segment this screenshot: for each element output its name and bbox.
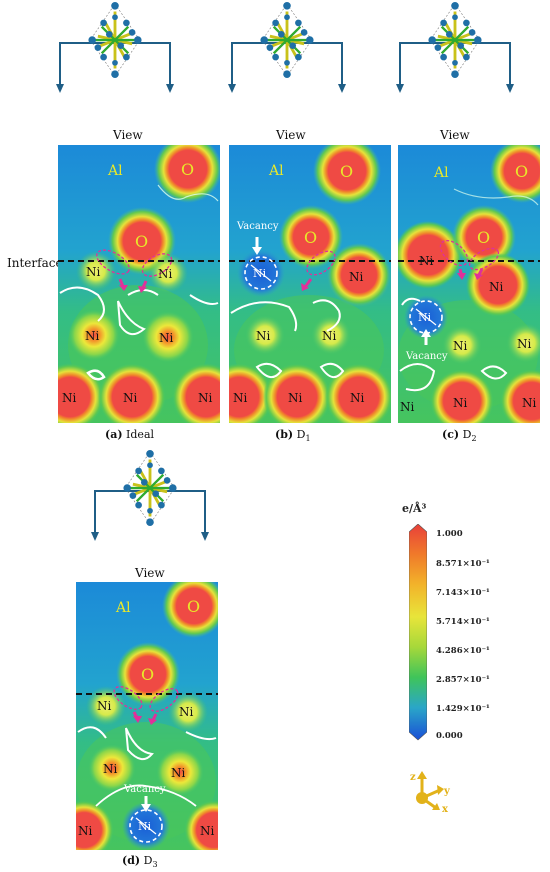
- view-label-b: View: [276, 128, 306, 142]
- label-ni-c-3: Ni: [453, 339, 468, 353]
- colorbar-tick-5: 2.857×10⁻¹: [436, 675, 490, 685]
- label-al-a: Al: [107, 163, 123, 179]
- axis-y-label: y: [443, 786, 451, 797]
- label-ni-c-vac: Ni: [418, 311, 432, 324]
- colorbar-title: e/Å³: [402, 502, 427, 515]
- vacancy-label-b: Vacancy: [236, 221, 279, 232]
- colorbar-tick-1: 8.571×10⁻¹: [436, 559, 490, 569]
- label-ni-b-1: Ni: [349, 270, 364, 284]
- label-o-a-1: O: [181, 160, 194, 179]
- label-al-b: Al: [268, 163, 284, 179]
- label-ni-d-4: Ni: [171, 766, 186, 780]
- density-map-c: Al O O Ni Ni Ni Vacancy Ni Ni Ni Ni Ni: [398, 145, 540, 423]
- caption-b: (b) D1: [275, 428, 311, 444]
- density-map-a: Al O O Ni Ni Ni Ni Ni Ni Ni: [58, 145, 220, 423]
- label-al-d: Al: [115, 600, 131, 616]
- label-o-b-1: O: [340, 162, 353, 181]
- colorbar-tick-4: 4.286×10⁻¹: [436, 646, 490, 656]
- label-ni-b-4: Ni: [233, 391, 248, 405]
- label-ni-a-1: Ni: [86, 265, 101, 279]
- label-ni-d-6: Ni: [200, 824, 215, 838]
- axis-triad-icon: z y x: [400, 770, 460, 820]
- colorbar-tick-2: 7.143×10⁻¹: [436, 588, 490, 598]
- caption-a: (a) Ideal: [105, 428, 155, 441]
- crystal-view-d: [85, 448, 215, 548]
- caption-d: (d) D3: [122, 854, 158, 870]
- axis-z-label: z: [410, 772, 416, 783]
- label-ni-a-3: Ni: [85, 329, 100, 343]
- caption-c: (c) D2: [442, 428, 477, 444]
- label-ni-b-6: Ni: [350, 391, 365, 405]
- label-ni-c-1: Ni: [419, 254, 434, 268]
- label-o-d-1: O: [187, 597, 200, 616]
- colorbar-tick-7: 0.000: [436, 731, 463, 741]
- label-ni-a-7: Ni: [198, 391, 213, 405]
- label-ni-c-2: Ni: [489, 280, 504, 294]
- label-ni-a-4: Ni: [159, 331, 174, 345]
- label-ni-a-5: Ni: [62, 391, 77, 405]
- label-ni-d-5: Ni: [78, 824, 93, 838]
- label-ni-b-2: Ni: [256, 329, 271, 343]
- colorbar-tick-6: 1.429×10⁻¹: [436, 704, 490, 714]
- vacancy-label-d: Vacancy: [123, 784, 166, 795]
- label-ni-d-3: Ni: [103, 762, 118, 776]
- label-ni-d-1: Ni: [97, 699, 112, 713]
- label-ni-b-3: Ni: [322, 329, 337, 343]
- crystal-view-c: [390, 0, 520, 100]
- label-ni-b-vac: Ni: [253, 267, 267, 280]
- label-o-b-2: O: [304, 228, 317, 247]
- label-ni-d-2: Ni: [179, 705, 194, 719]
- crystal-view-a: [50, 0, 180, 100]
- vacancy-label-c: Vacancy: [405, 351, 448, 362]
- label-ni-b-5: Ni: [288, 391, 303, 405]
- colorbar-tick-0: 1.000: [436, 529, 463, 539]
- label-ni-c-5: Ni: [400, 400, 415, 414]
- colorbar-tick-3: 5.714×10⁻¹: [436, 617, 490, 627]
- density-map-d: Al O O Ni Ni Ni Ni Vacancy Ni Ni Ni: [76, 582, 218, 850]
- label-o-a-2: O: [135, 232, 148, 251]
- interface-label: Interface: [7, 256, 63, 270]
- axis-x-label: x: [442, 804, 449, 815]
- label-ni-a-6: Ni: [123, 391, 138, 405]
- label-ni-c-4: Ni: [517, 337, 532, 351]
- label-al-c: Al: [433, 165, 449, 181]
- label-ni-a-2: Ni: [158, 267, 173, 281]
- view-label-a: View: [113, 128, 143, 142]
- label-o-d-2: O: [141, 665, 154, 684]
- label-o-c-1: O: [515, 162, 528, 181]
- colorbar: [408, 523, 428, 742]
- label-ni-c-7: Ni: [522, 396, 537, 410]
- density-map-b: Al O O Vacancy Ni Ni Ni Ni Ni Ni Ni: [229, 145, 391, 423]
- view-label-c: View: [440, 128, 470, 142]
- label-ni-d-vac: Ni: [138, 820, 152, 833]
- label-o-c-2: O: [477, 228, 490, 247]
- crystal-view-b: [222, 0, 352, 100]
- view-label-d: View: [135, 566, 165, 580]
- label-ni-c-6: Ni: [453, 396, 468, 410]
